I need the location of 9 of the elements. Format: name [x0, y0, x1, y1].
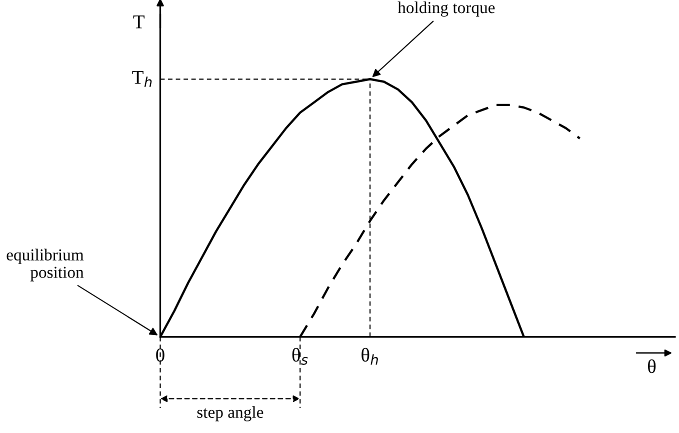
ref-line-label: T$_{h}$: [132, 70, 152, 87]
x-tick-label: θ$_{h}$: [362, 348, 378, 365]
annotation: equilibrium position: [6, 248, 84, 282]
text: step angle: [197, 406, 264, 422]
annotation: holding torque: [398, 1, 495, 17]
x-axis-title: θ: [648, 359, 656, 374]
x-tick-label: 0: [156, 348, 164, 362]
y-axis-title: T: [133, 15, 144, 28]
x-tick-label: θ$_{s}$: [292, 348, 308, 365]
